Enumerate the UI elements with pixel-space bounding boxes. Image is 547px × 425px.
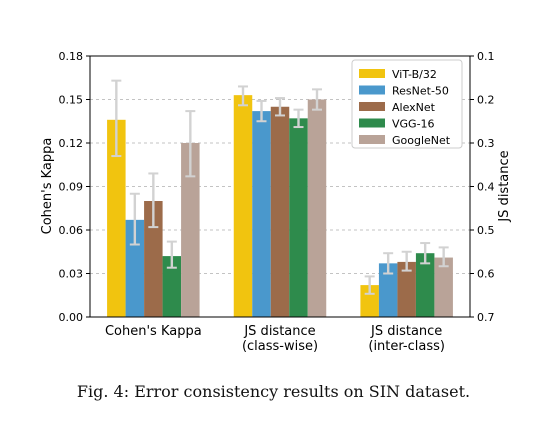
bar bbox=[434, 257, 453, 317]
left-axis-ticks: 0.00 0.03 0.06 0.09 0.12 0.15 0.18 bbox=[59, 50, 90, 324]
bar bbox=[270, 106, 290, 317]
bar bbox=[307, 99, 327, 317]
category-label: JS distance bbox=[370, 324, 442, 339]
legend-swatch bbox=[359, 135, 385, 144]
left-tick-label: 0.09 bbox=[59, 181, 84, 194]
right-tick-label: 0.3 bbox=[477, 137, 495, 150]
legend-label: GoogleNet bbox=[392, 134, 451, 147]
legend-swatch bbox=[359, 102, 385, 111]
legend-label: ViT-B/32 bbox=[392, 68, 437, 81]
left-tick-label: 0.03 bbox=[59, 268, 84, 281]
legend-swatch bbox=[359, 69, 385, 78]
legend-label: ResNet-50 bbox=[392, 85, 449, 98]
left-tick-label: 0.00 bbox=[59, 311, 84, 324]
legend-label: AlexNet bbox=[392, 101, 436, 114]
right-axis-title: JS distance bbox=[497, 150, 512, 222]
category-label: Cohen's Kappa bbox=[105, 324, 202, 339]
category-labels: Cohen's Kappa JS distance(class-wise)JS d… bbox=[105, 324, 445, 354]
bar bbox=[144, 201, 163, 317]
category-label: (inter-class) bbox=[368, 339, 445, 354]
left-tick-label: 0.06 bbox=[59, 224, 84, 237]
bar bbox=[252, 111, 271, 317]
right-tick-label: 0.6 bbox=[477, 268, 495, 281]
right-tick-label: 0.4 bbox=[477, 181, 495, 194]
legend-label: VGG-16 bbox=[392, 118, 435, 131]
legend-swatch bbox=[359, 118, 385, 128]
right-tick-label: 0.1 bbox=[477, 50, 495, 63]
category-label: (class-wise) bbox=[242, 339, 318, 354]
error-bars bbox=[111, 79, 449, 295]
figure-caption: Fig. 4: Error consistency results on SIN… bbox=[76, 382, 471, 401]
left-tick-label: 0.15 bbox=[59, 94, 84, 107]
right-tick-label: 0.7 bbox=[477, 311, 495, 324]
left-tick-label: 0.12 bbox=[59, 137, 84, 150]
left-tick-label: 0.18 bbox=[59, 50, 84, 63]
legend: ViT-B/32 ResNet-50 AlexNet VGG-16 GoogleNet bbox=[351, 59, 463, 149]
legend-swatch bbox=[359, 85, 385, 95]
right-tick-label: 0.2 bbox=[477, 94, 495, 107]
bar bbox=[378, 263, 398, 317]
bar bbox=[397, 261, 416, 317]
bars bbox=[107, 95, 453, 318]
bar bbox=[289, 118, 308, 317]
left-axis-title: Cohen's Kappa bbox=[40, 138, 55, 235]
bar bbox=[233, 95, 253, 318]
category-label: JS distance bbox=[243, 324, 315, 339]
right-axis-ticks: 0.1 0.2 0.3 0.4 0.5 0.6 0.7 bbox=[470, 50, 495, 324]
bar bbox=[181, 143, 200, 317]
bar bbox=[415, 253, 435, 317]
right-tick-label: 0.5 bbox=[477, 224, 495, 237]
bar bbox=[162, 256, 182, 317]
bar bbox=[107, 119, 126, 317]
